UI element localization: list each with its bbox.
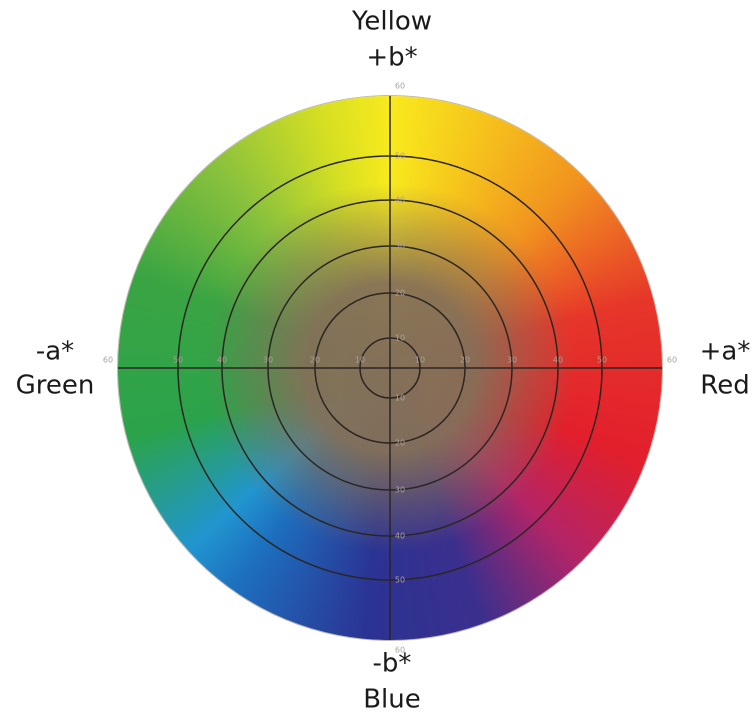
axis-symbol: +a*: [700, 337, 751, 367]
ring-label: 60: [103, 356, 113, 365]
ring-label: 50: [597, 356, 607, 365]
ring-label: 60: [395, 646, 405, 655]
ring-label: 10: [395, 334, 405, 343]
ring-label: 10: [415, 356, 425, 365]
ring-label: 50: [395, 152, 405, 161]
axis-name: Yellow: [351, 7, 432, 37]
axis-name: Green: [16, 371, 95, 401]
ring-label: 40: [217, 356, 227, 365]
ring-label: 30: [395, 242, 405, 251]
ring-label: 60: [667, 356, 677, 365]
ring-label: 40: [395, 196, 405, 205]
axis-name: Blue: [363, 685, 421, 715]
ring-label: 40: [395, 532, 405, 541]
ring-label: 50: [395, 576, 405, 585]
ring-label: 20: [395, 289, 405, 298]
axis-symbol: +b*: [366, 43, 417, 73]
ring-label: 10: [355, 356, 365, 365]
rings: [118, 96, 662, 640]
axis-name: Red: [700, 371, 749, 401]
axis-symbol: -b*: [373, 649, 412, 679]
ring-label: 30: [263, 356, 273, 365]
ring-label: 30: [507, 356, 517, 365]
ring-label: 60: [395, 82, 405, 91]
ring-label: 50: [173, 356, 183, 365]
ring-label: 10: [395, 394, 405, 403]
ring-label: 30: [395, 486, 405, 495]
ring-label: 20: [310, 356, 320, 365]
axis-symbol: -a*: [36, 337, 74, 367]
ring-label: 20: [395, 439, 405, 448]
ring-label: 20: [460, 356, 470, 365]
ring-label: 40: [553, 356, 563, 365]
